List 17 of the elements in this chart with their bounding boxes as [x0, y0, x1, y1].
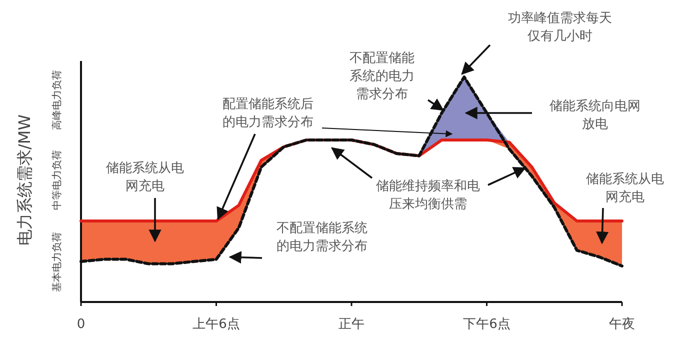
- x-tick-label: 下午6点: [463, 317, 510, 332]
- x-tick-label: 0: [76, 317, 86, 332]
- annotation: 储能系统从电网充电: [586, 172, 664, 205]
- x-tick-label: 正午: [338, 317, 364, 332]
- text: 基本电力负荷: [51, 232, 63, 292]
- text: 高峰电力负荷: [51, 70, 63, 130]
- y-axis-title: 电力系统需求/MW: [15, 114, 34, 246]
- annotation: 不配置储能系统的电力需求分布: [350, 51, 414, 102]
- annotation: 储能系统向电网放电: [550, 99, 640, 132]
- x-tick-label: 上午6点: [192, 317, 240, 332]
- annotation: 储能系统从电网充电: [106, 161, 184, 194]
- annotation: 不配置储能系统的电力需求分布: [276, 221, 368, 254]
- annotation: 配置储能系统后的电力需求分布: [222, 97, 314, 130]
- text: 中等电力负荷: [51, 150, 63, 210]
- annotation: 储能维持频率和电压来均衡供需: [376, 178, 480, 212]
- x-tick-label: 午夜: [609, 316, 635, 332]
- text: 功率峰值需求每天仅有几小时: [508, 10, 612, 44]
